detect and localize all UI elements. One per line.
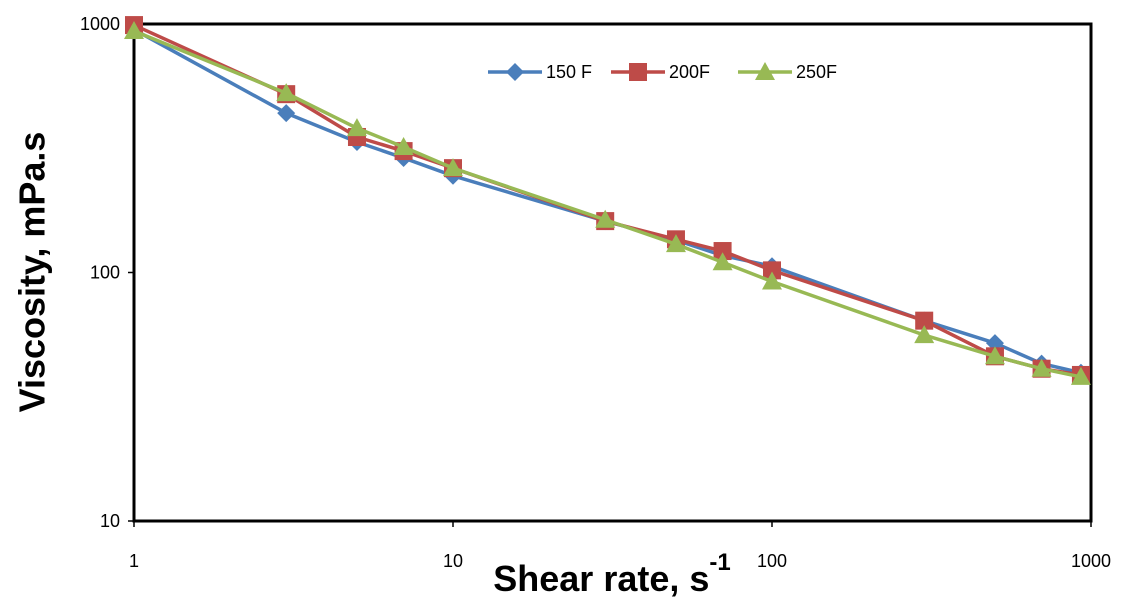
marker bbox=[506, 63, 524, 81]
x-axis-label: Shear rate, s-1 bbox=[493, 549, 730, 599]
y-tick-label: 10 bbox=[100, 511, 120, 531]
marker bbox=[755, 62, 775, 80]
marker bbox=[984, 346, 1005, 365]
marker bbox=[713, 242, 732, 261]
legend-label: 250F bbox=[796, 62, 837, 82]
marker bbox=[277, 104, 296, 123]
marker bbox=[665, 234, 686, 253]
legend-label: 150 F bbox=[546, 62, 592, 82]
y-axis-label: Viscosity, mPa.s bbox=[12, 132, 53, 413]
marker bbox=[393, 136, 414, 155]
marker bbox=[1070, 366, 1091, 385]
y-tick-label: 1000 bbox=[80, 14, 120, 34]
marker bbox=[763, 261, 781, 280]
marker bbox=[595, 209, 616, 228]
x-tick-label: 100 bbox=[757, 551, 787, 571]
x-tick-label: 10 bbox=[443, 551, 463, 571]
marker bbox=[443, 158, 463, 177]
x-tick-label: 1 bbox=[129, 551, 139, 571]
marker bbox=[276, 83, 297, 102]
marker bbox=[914, 325, 935, 344]
marker bbox=[712, 252, 733, 271]
legend-label: 200F bbox=[669, 62, 710, 82]
marker bbox=[346, 118, 367, 137]
x-tick-label: 1000 bbox=[1071, 551, 1111, 571]
x-axis-label-superscript: -1 bbox=[709, 549, 730, 576]
marker bbox=[1031, 358, 1052, 377]
x-axis-label-text: Shear rate, s bbox=[493, 558, 709, 599]
marker bbox=[124, 21, 144, 40]
marker bbox=[762, 271, 782, 290]
marker bbox=[629, 63, 647, 81]
y-tick-label: 100 bbox=[90, 263, 120, 283]
marker bbox=[915, 311, 934, 330]
